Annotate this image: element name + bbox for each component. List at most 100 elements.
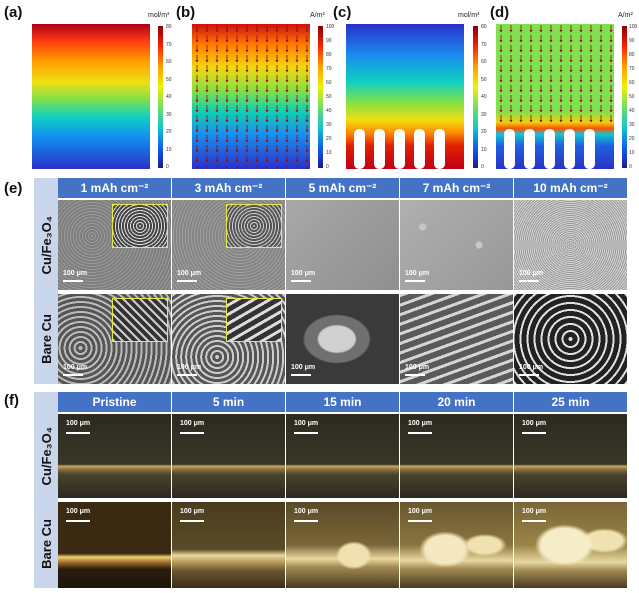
scale-bar bbox=[177, 374, 197, 376]
sem-image-barecu-10: 100 μm bbox=[514, 294, 627, 384]
current-density-map-d bbox=[496, 24, 614, 169]
sem-image-barecu-3: 100 μm bbox=[172, 294, 285, 384]
sem-row-label-cufe: Cu/Fe₃O₄ bbox=[38, 215, 54, 275]
tick: 50 bbox=[481, 76, 487, 83]
sem-header-1: 1 mAh cm⁻² bbox=[58, 178, 171, 198]
tick: 50 bbox=[326, 94, 332, 100]
scale-label: 100 μm bbox=[180, 508, 205, 515]
optical-image-barecu-pristine: 100 μm bbox=[58, 502, 171, 588]
optical-image-cufe-20min: 100 μm bbox=[400, 414, 513, 498]
scale-label: 100 μm bbox=[519, 364, 544, 371]
current-density-map-b bbox=[192, 24, 310, 169]
tick: 90 bbox=[629, 38, 635, 44]
sem-image-barecu-1: 100 μm bbox=[58, 294, 171, 384]
scale-bar bbox=[519, 374, 539, 376]
tick: 100 bbox=[629, 24, 638, 30]
tick: 40 bbox=[481, 94, 487, 100]
sem-header-10: 10 mAh cm⁻² bbox=[514, 178, 627, 198]
tick: 20 bbox=[166, 129, 172, 135]
tick: 70 bbox=[326, 66, 332, 72]
panel-a-label: (a) bbox=[4, 4, 23, 21]
scale-bar bbox=[63, 374, 83, 376]
scale-bar bbox=[294, 432, 318, 434]
optical-image-barecu-5min: 100 μm bbox=[172, 502, 285, 588]
scale-bar bbox=[405, 280, 425, 282]
optical-image-barecu-15min: 100 μm bbox=[286, 502, 399, 588]
tick: 10 bbox=[481, 146, 487, 153]
optical-image-cufe-5min: 100 μm bbox=[172, 414, 285, 498]
colorbar-a-ticks: 80 70 60 50 40 30 20 10 0 bbox=[166, 24, 172, 170]
scale-bar bbox=[291, 280, 311, 282]
tick: 20 bbox=[481, 129, 487, 135]
tick: 80 bbox=[629, 52, 635, 58]
scale-bar bbox=[522, 520, 546, 522]
scale-label: 100 μm bbox=[294, 508, 319, 515]
scale-bar bbox=[291, 374, 311, 376]
optical-header-bar: Pristine 5 min 15 min 20 min 25 min bbox=[58, 392, 627, 412]
tick: 80 bbox=[326, 52, 332, 58]
tick: 60 bbox=[166, 59, 172, 65]
tick: 40 bbox=[326, 108, 332, 114]
optical-image-barecu-25min: 100 μm bbox=[514, 502, 627, 588]
scale-bar bbox=[405, 374, 425, 376]
scale-label: 100 μm bbox=[177, 270, 202, 277]
scale-label: 100 μm bbox=[180, 420, 205, 427]
tick: 90 bbox=[326, 38, 332, 44]
sem-row-label-barecu-wrap: Bare Cu bbox=[36, 294, 56, 384]
sem-inset bbox=[112, 204, 168, 248]
tick: 20 bbox=[326, 136, 332, 142]
scale-label: 100 μm bbox=[522, 420, 547, 427]
colorbar-d bbox=[622, 26, 627, 168]
sem-inset bbox=[112, 298, 168, 342]
tick: 10 bbox=[629, 150, 635, 156]
tick: 70 bbox=[481, 41, 487, 48]
scale-label: 100 μm bbox=[66, 420, 91, 427]
panel-a-unit: mol/m³ bbox=[148, 12, 170, 19]
panel-d-label: (d) bbox=[490, 4, 510, 21]
scale-bar bbox=[408, 520, 432, 522]
scale-bar bbox=[522, 432, 546, 434]
tick: 100 bbox=[326, 24, 335, 30]
panel-c-label: (c) bbox=[333, 4, 352, 21]
sem-image-cufe-3: 100 μm bbox=[172, 200, 285, 290]
sem-header-7: 7 mAh cm⁻² bbox=[400, 178, 513, 198]
tick: 50 bbox=[629, 94, 635, 100]
scale-label: 100 μm bbox=[291, 364, 316, 371]
colorbar-b bbox=[318, 26, 323, 168]
sem-header-3: 3 mAh cm⁻² bbox=[172, 178, 285, 198]
concentration-map-c bbox=[346, 24, 464, 169]
scale-bar bbox=[63, 280, 83, 282]
colorbar-a bbox=[158, 26, 163, 168]
concentration-map-a bbox=[32, 24, 150, 169]
sem-header-bar: 1 mAh cm⁻² 3 mAh cm⁻² 5 mAh cm⁻² 7 mAh c… bbox=[58, 178, 627, 198]
tick: 80 bbox=[481, 24, 487, 30]
tick: 80 bbox=[166, 24, 172, 30]
tick: 30 bbox=[166, 111, 172, 118]
panel-d-unit: A/m² bbox=[618, 12, 633, 19]
optical-row-label-barecu-wrap: Bare Cu bbox=[36, 502, 56, 586]
sem-row-sidebar bbox=[34, 178, 58, 384]
tick: 30 bbox=[629, 122, 635, 128]
scale-bar bbox=[66, 520, 90, 522]
panel-c-unit: mol/m³ bbox=[458, 12, 480, 19]
tick: 50 bbox=[166, 76, 172, 83]
colorbar-c-ticks: 80 70 60 50 40 30 20 10 0 bbox=[481, 24, 487, 170]
colorbar-b-ticks: 100 90 80 70 60 50 40 30 20 10 0 bbox=[326, 24, 334, 170]
optical-image-cufe-15min: 100 μm bbox=[286, 414, 399, 498]
panel-e-label: (e) bbox=[4, 180, 23, 197]
optical-header-5min: 5 min bbox=[172, 392, 285, 412]
tick: 70 bbox=[629, 66, 635, 72]
scale-label: 100 μm bbox=[66, 508, 91, 515]
panel-f-label: (f) bbox=[4, 392, 19, 409]
arrow-field-d bbox=[496, 24, 614, 169]
tick: 60 bbox=[481, 59, 487, 65]
scale-label: 100 μm bbox=[522, 508, 547, 515]
sem-row-label-barecu: Bare Cu bbox=[38, 314, 54, 364]
tick: 40 bbox=[629, 108, 635, 114]
sem-image-cufe-10: 100 μm bbox=[514, 200, 627, 290]
scale-label: 100 μm bbox=[405, 270, 430, 277]
scale-bar bbox=[519, 280, 539, 282]
scale-label: 100 μm bbox=[63, 270, 88, 277]
optical-image-barecu-20min: 100 μm bbox=[400, 502, 513, 588]
sem-inset bbox=[226, 204, 282, 248]
